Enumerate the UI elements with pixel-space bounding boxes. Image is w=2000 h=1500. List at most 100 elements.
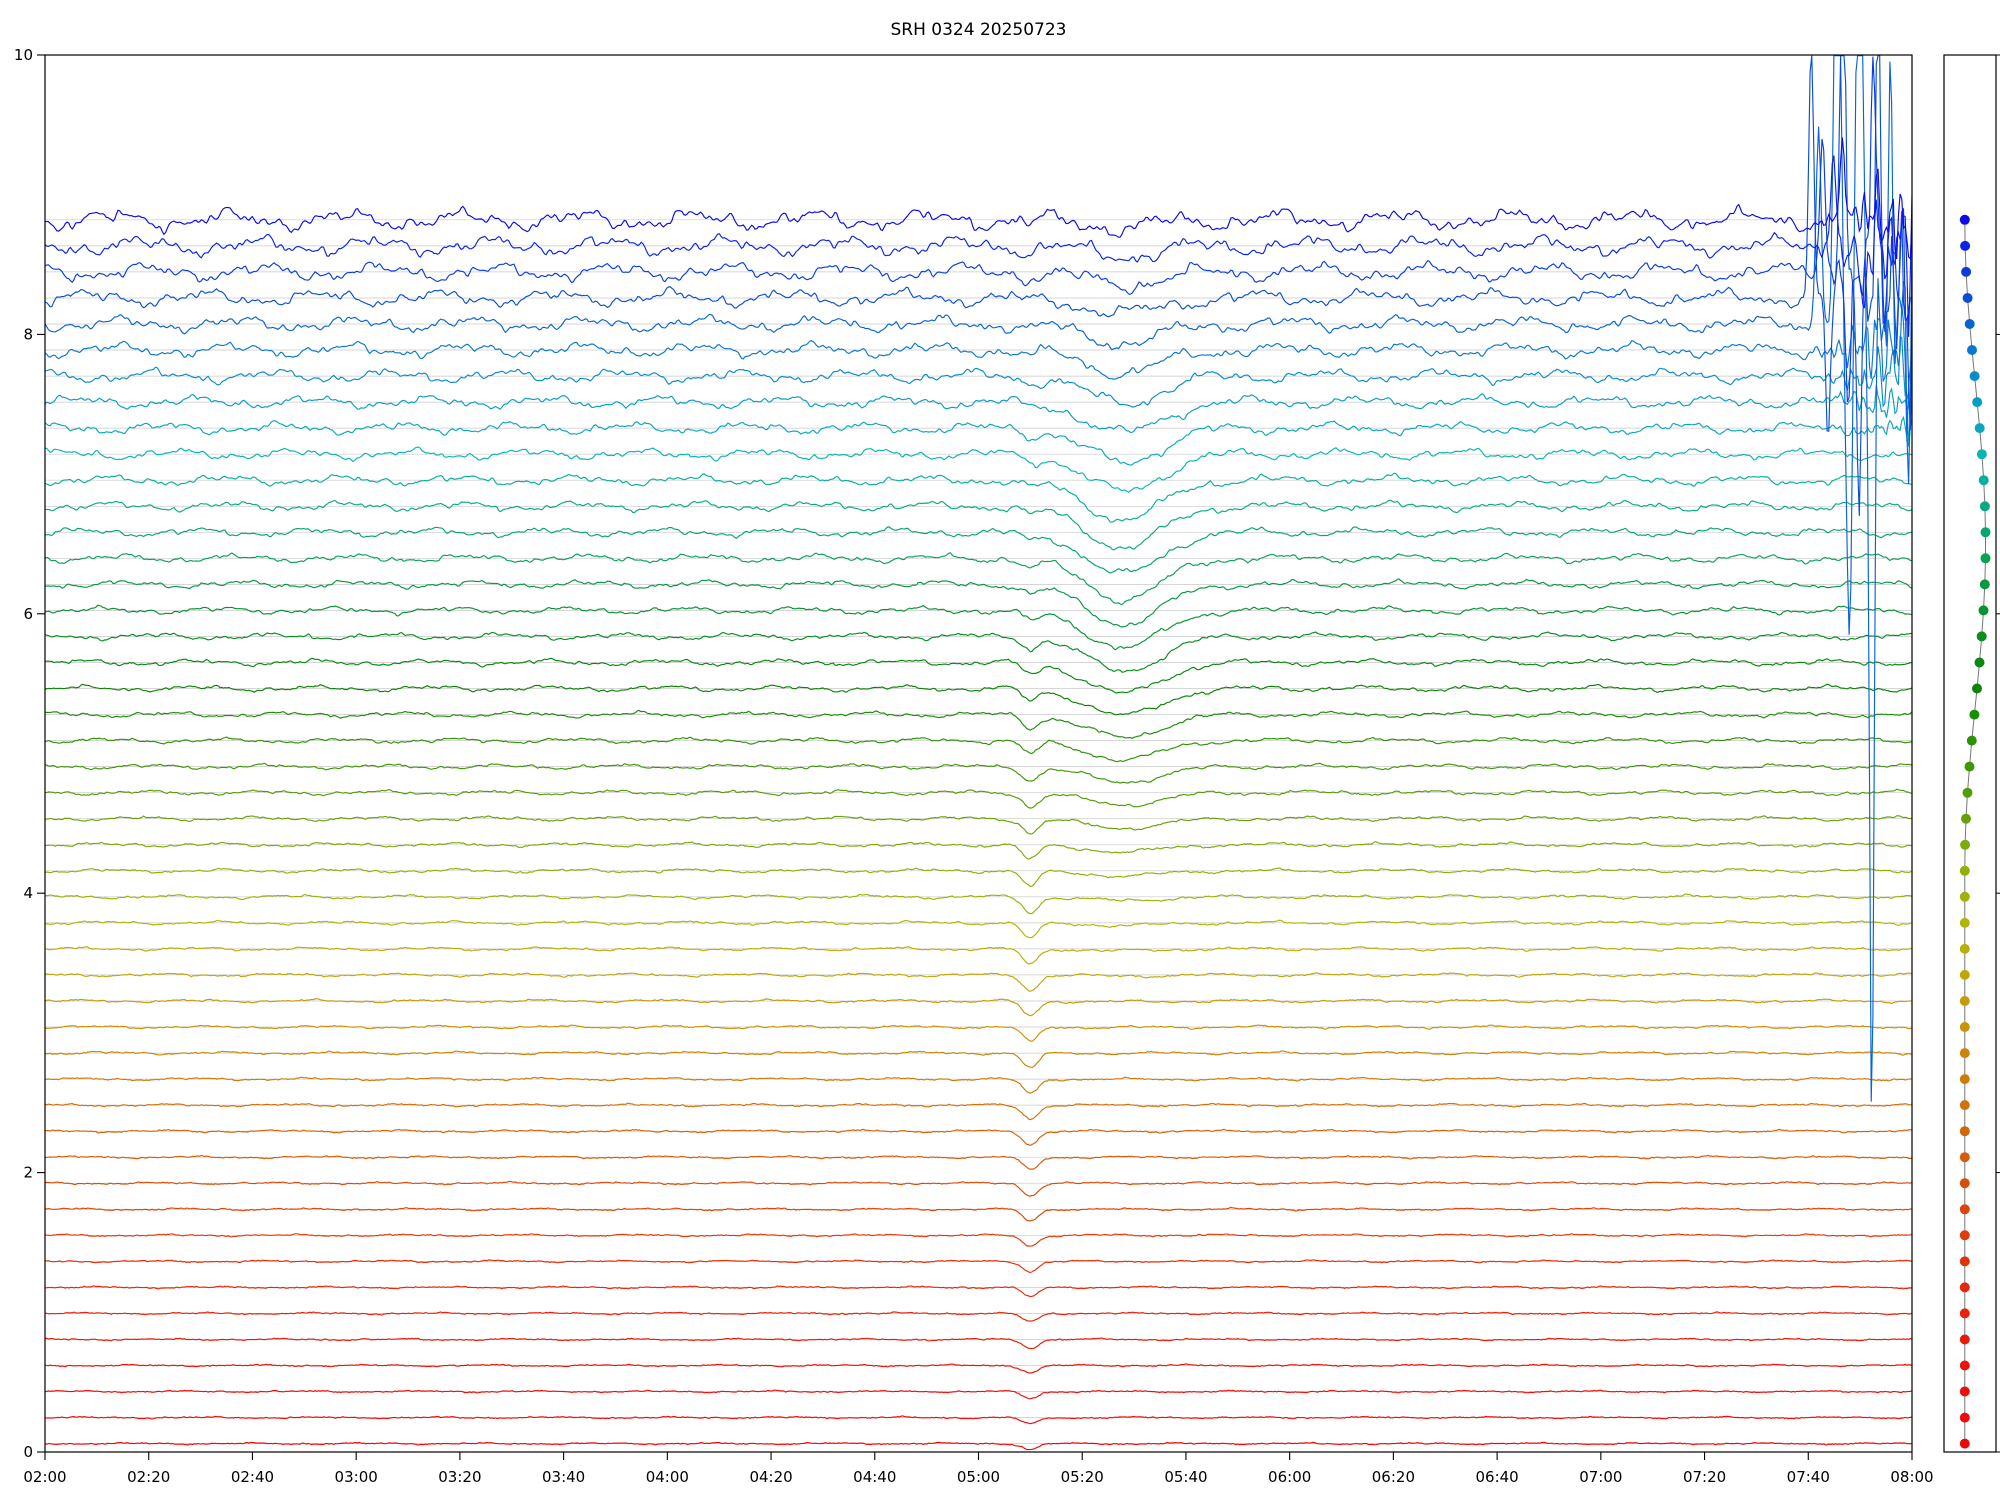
x-tick-label: 03:40	[542, 1468, 585, 1486]
trace-channel-11	[45, 499, 1912, 551]
trace-channel-44	[45, 1363, 1912, 1374]
trace-channel-26	[45, 893, 1912, 915]
x-tick-label: 04:40	[853, 1468, 896, 1486]
x-tick-label: 07:40	[1787, 1468, 1830, 1486]
trace-channel-35	[45, 1128, 1912, 1147]
channel-dot-0	[1959, 214, 1970, 225]
trace-channel-0	[45, 137, 1912, 260]
channel-dot-29	[1959, 969, 1970, 980]
trace-channel-41	[45, 1285, 1912, 1298]
x-tick-label: 03:00	[335, 1468, 378, 1486]
x-tick-label: 06:40	[1475, 1468, 1518, 1486]
channel-dot-28	[1959, 943, 1970, 954]
trace-channel-40	[45, 1259, 1912, 1273]
trace-channel-45	[45, 1389, 1912, 1400]
x-tick-label: 02:20	[127, 1468, 170, 1486]
trace-channel-43	[45, 1337, 1912, 1350]
channel-dot-41	[1959, 1282, 1970, 1293]
channel-dot-42	[1959, 1308, 1970, 1319]
trace-channel-18	[45, 683, 1912, 716]
trace-channel-20	[45, 736, 1912, 763]
x-tick-label: 07:00	[1579, 1468, 1622, 1486]
trace-channel-46	[45, 1415, 1912, 1425]
channel-dot-11	[1979, 501, 1990, 512]
trace-lines	[45, 55, 1912, 1451]
channel-dot-27	[1959, 917, 1970, 928]
channel-marker-panel	[1943, 54, 2000, 1453]
trace-channel-13	[45, 552, 1912, 606]
plot-frame	[44, 54, 1913, 1453]
channel-dot-12	[1980, 527, 1991, 538]
channel-dot-20	[1966, 735, 1977, 746]
channel-dot-13	[1980, 553, 1991, 564]
trace-channel-28	[45, 945, 1912, 965]
channel-dot-30	[1959, 996, 1970, 1006]
channel-gridlines	[45, 219, 1912, 1444]
trace-channel-24	[45, 841, 1912, 860]
trace-channel-32	[45, 1050, 1912, 1069]
trace-channel-14	[45, 578, 1912, 628]
trace-channel-15	[45, 604, 1912, 651]
channel-dot-7	[1972, 397, 1983, 408]
trace-channel-21	[45, 762, 1912, 784]
x-tick-label: 08:00	[1890, 1468, 1933, 1486]
channel-dot-5	[1967, 345, 1977, 355]
channel-dot-36	[1959, 1152, 1970, 1163]
trace-channel-5	[45, 304, 1912, 442]
channel-dot-32	[1959, 1048, 1970, 1059]
channel-dot-26	[1959, 891, 1970, 902]
channel-dot-40	[1959, 1256, 1970, 1267]
y-tick-label: 8	[23, 325, 33, 343]
trace-channel-37	[45, 1180, 1912, 1197]
x-tick-label: 05:20	[1061, 1468, 1104, 1486]
trace-channel-8	[45, 415, 1912, 466]
channel-dot-15	[1978, 605, 1989, 616]
trace-channel-39	[45, 1233, 1912, 1247]
side-panel-frame	[1943, 54, 1997, 1453]
y-tick-label: 10	[14, 46, 33, 64]
channel-dot-1	[1960, 240, 1971, 251]
channel-dot-39	[1959, 1230, 1970, 1241]
trace-channel-9	[45, 446, 1912, 493]
channel-dot-38	[1959, 1204, 1970, 1215]
channel-dot-47	[1959, 1438, 1970, 1449]
trace-channel-36	[45, 1154, 1912, 1170]
trace-channel-22	[45, 788, 1912, 809]
x-tick-label: 06:20	[1372, 1468, 1415, 1486]
trace-channel-38	[45, 1206, 1912, 1222]
trace-channel-1	[45, 155, 1912, 337]
trace-channel-7	[45, 384, 1912, 442]
channel-dot-21	[1964, 761, 1975, 772]
trace-channel-2	[45, 56, 1912, 403]
channel-dot-23	[1961, 813, 1971, 824]
channel-dot-22	[1962, 787, 1973, 798]
x-tick-label: 05:40	[1164, 1468, 1207, 1486]
trace-channel-3	[45, 55, 1912, 516]
x-tick-label: 07:20	[1683, 1468, 1726, 1486]
channel-dot-37	[1959, 1178, 1970, 1189]
channel-dot-17	[1974, 657, 1985, 668]
channel-dot-18	[1972, 683, 1982, 694]
trace-channel-17	[45, 657, 1912, 694]
channel-dot-19	[1969, 709, 1980, 720]
y-tick-label: 0	[23, 1443, 33, 1461]
channel-dot-2	[1961, 266, 1972, 277]
channel-dot-24	[1960, 839, 1971, 850]
trace-channel-31	[45, 1024, 1912, 1042]
trace-channel-47	[45, 1441, 1912, 1451]
x-tick-label: 05:00	[957, 1468, 1000, 1486]
trace-channel-42	[45, 1311, 1912, 1322]
x-tick-label: 02:40	[231, 1468, 274, 1486]
trace-channel-30	[45, 998, 1912, 1017]
x-axis: 02:00 02:20 02:40 03:00 03:20 03:40 04:00 04:20…	[23, 1452, 1934, 1486]
x-tick-label: 03:20	[438, 1468, 481, 1486]
channel-dot-43	[1959, 1334, 1970, 1345]
y-axis: 0 2 4 6 8 10	[14, 46, 45, 1461]
trace-channel-4	[45, 55, 1912, 1102]
x-tick-label: 04:20	[749, 1468, 792, 1486]
channel-dot-9	[1976, 449, 1987, 460]
channel-dot-6	[1969, 371, 1980, 382]
channel-dot-10	[1978, 475, 1989, 486]
channel-dot-46	[1959, 1412, 1970, 1423]
